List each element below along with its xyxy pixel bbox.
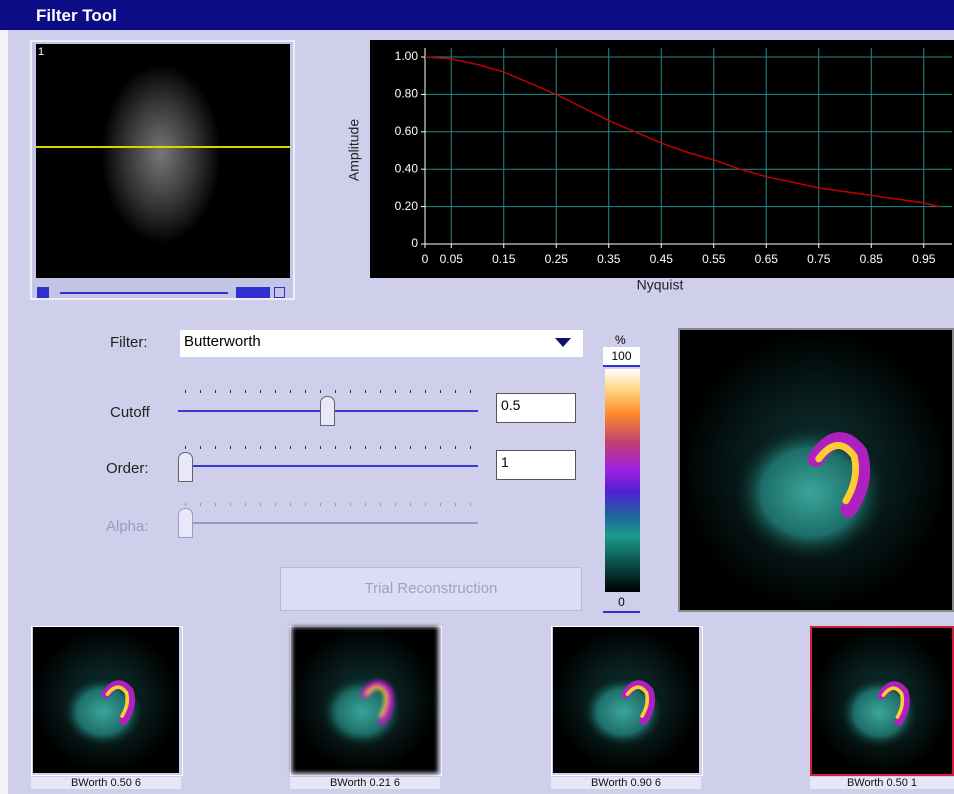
thumbnail-selected[interactable] <box>810 626 954 776</box>
x-tick-label: 0.35 <box>597 252 621 266</box>
thumbnail[interactable] <box>290 626 442 776</box>
y-tick-label: 0.60 <box>395 124 419 138</box>
x-tick-label: 0.05 <box>440 252 464 266</box>
colorbar-min[interactable]: 0 <box>603 594 640 613</box>
order-thumb[interactable] <box>178 452 193 482</box>
colorbar-unit: % <box>615 333 626 347</box>
x-tick-label: 0.15 <box>492 252 516 266</box>
trial-button-label: Trial Reconstruction <box>365 580 498 597</box>
frame-nav-buttons[interactable] <box>236 287 270 298</box>
filter-value: Butterworth <box>184 333 261 350</box>
frame-save-button[interactable] <box>274 287 285 298</box>
alpha-track <box>178 522 478 524</box>
dropdown-arrow[interactable] <box>555 338 571 347</box>
thumbnail-image <box>812 628 952 774</box>
cutoff-value: 0.5 <box>501 397 520 413</box>
x-tick-label: 0.95 <box>912 252 936 266</box>
cutoff-ticks <box>185 390 475 393</box>
alpha-ticks <box>185 503 475 506</box>
projection-image: 1 <box>36 44 290 278</box>
cutoff-input[interactable]: 0.5 <box>496 393 576 423</box>
alpha-thumb <box>178 508 193 538</box>
thumbnail-caption: BWorth 0.50 1 <box>810 777 954 789</box>
x-axis-label: Nyquist <box>637 277 684 293</box>
x-tick-label: 0 <box>422 252 429 266</box>
frame-number: 1 <box>38 46 44 58</box>
x-tick-label: 0.85 <box>860 252 884 266</box>
filter-tool-window: Filter Tool 1 Amplitude Nyquist 0 0.20 0.4… <box>0 0 954 794</box>
thumbnail[interactable] <box>31 626 183 776</box>
order-track[interactable] <box>178 465 478 467</box>
thumbnail-caption: BWorth 0.90 6 <box>551 777 701 789</box>
y-tick-label: 0.40 <box>395 161 419 175</box>
colorbar <box>605 369 640 592</box>
thumbnail-image <box>291 627 439 773</box>
cutoff-thumb[interactable] <box>320 396 335 426</box>
window-title: Filter Tool <box>36 6 117 26</box>
y-tick-label: 0.20 <box>395 199 419 213</box>
reconstruction-view <box>678 328 954 612</box>
x-tick-label: 0.25 <box>545 252 569 266</box>
y-tick-label: 0 <box>411 236 418 250</box>
order-label: Order: <box>106 460 149 477</box>
y-tick-label: 1.00 <box>395 49 419 63</box>
order-value: 1 <box>501 454 509 470</box>
chart-background <box>370 40 954 278</box>
colorbar-min-value: 0 <box>618 595 625 609</box>
colorbar-max[interactable]: 100 <box>603 347 640 367</box>
frame-slider[interactable] <box>60 292 228 294</box>
y-axis-label: Amplitude <box>346 119 362 181</box>
play-button[interactable] <box>37 287 49 298</box>
left-edge <box>0 30 8 794</box>
order-input[interactable]: 1 <box>496 450 576 480</box>
x-tick-label: 0.75 <box>807 252 831 266</box>
thumbnail-caption: BWorth 0.21 6 <box>290 777 440 789</box>
thumbnail-image <box>552 627 700 773</box>
alpha-label: Alpha: <box>106 518 149 535</box>
x-tick-label: 0.65 <box>755 252 779 266</box>
filter-dropdown[interactable]: Butterworth <box>180 330 583 357</box>
trial-reconstruction-button: Trial Reconstruction <box>280 567 582 611</box>
filter-label: Filter: <box>110 334 148 351</box>
thumbnail[interactable] <box>551 626 703 776</box>
colorbar-max-value: 100 <box>611 349 631 363</box>
slice-line[interactable] <box>36 146 290 148</box>
cutoff-label: Cutoff <box>110 404 150 421</box>
x-tick-label: 0.45 <box>650 252 674 266</box>
thumbnail-caption: BWorth 0.50 6 <box>31 777 181 789</box>
filter-chart: Amplitude Nyquist 0 0.20 0.40 0.60 0.80 1.00 0… <box>340 40 954 300</box>
order-ticks <box>185 446 475 449</box>
y-tick-label: 0.80 <box>395 87 419 101</box>
title-bar: Filter Tool <box>0 0 954 30</box>
reconstruction-image <box>680 330 952 610</box>
x-tick-label: 0.55 <box>702 252 726 266</box>
thumbnail-image <box>32 627 180 773</box>
